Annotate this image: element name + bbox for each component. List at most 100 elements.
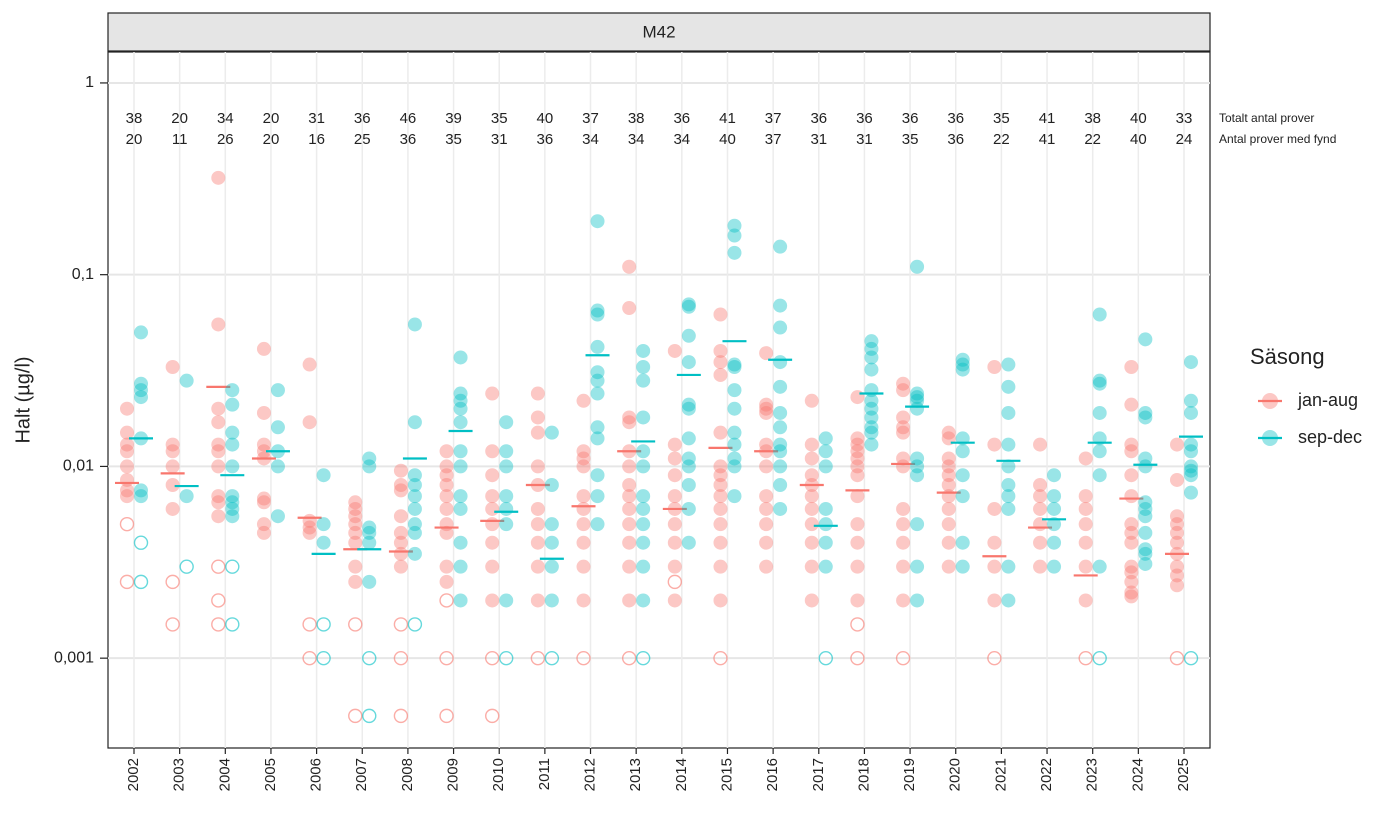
data-point (485, 517, 500, 532)
data-point (667, 451, 682, 466)
count-total: 36 (810, 110, 827, 127)
data-point (485, 535, 500, 550)
data-point (1184, 485, 1198, 500)
data-point (1001, 437, 1016, 452)
nondetect-point (133, 574, 149, 590)
count-found: 24 (1176, 131, 1193, 148)
data-point (120, 425, 134, 440)
nondetect-point (530, 650, 546, 666)
data-point (316, 468, 331, 483)
data-point (393, 546, 408, 561)
data-point (1170, 525, 1184, 540)
data-point (622, 259, 637, 274)
data-point (225, 425, 240, 440)
data-point (941, 501, 956, 516)
data-point (1124, 437, 1139, 452)
data-point (225, 397, 240, 412)
data-point (622, 559, 637, 574)
data-point (590, 365, 605, 380)
data-point (348, 501, 363, 516)
count-found: 41 (1039, 131, 1056, 148)
data-point (622, 459, 637, 474)
nondetect-point (302, 617, 317, 632)
data-point (713, 307, 728, 322)
data-point (987, 593, 1002, 608)
data-point (727, 489, 742, 504)
data-point (179, 489, 194, 504)
count-found: 31 (856, 131, 873, 148)
y-tick-label: 0,1 (72, 266, 94, 283)
count-found: 36 (400, 131, 417, 148)
data-point (134, 383, 148, 398)
data-point (1001, 501, 1016, 516)
nondetect-point (302, 650, 317, 666)
data-point (667, 517, 682, 532)
count-found: 31 (810, 131, 827, 148)
data-point (1001, 593, 1016, 608)
data-point (362, 525, 377, 540)
data-point (316, 517, 331, 532)
y-tick-label: 1 (85, 74, 94, 91)
data-point (864, 334, 879, 349)
data-point (941, 559, 956, 574)
data-point (530, 425, 545, 440)
data-point (773, 320, 788, 335)
data-point (530, 501, 545, 516)
data-point (1092, 405, 1107, 420)
count-found: 37 (765, 131, 782, 148)
nondetect-point (987, 650, 1002, 666)
data-point (955, 535, 970, 550)
count-total: 38 (1084, 110, 1101, 127)
nondetect-point (499, 650, 514, 666)
data-point (910, 401, 925, 416)
data-point (727, 360, 742, 375)
count-total: 38 (126, 110, 143, 127)
data-point (713, 425, 728, 440)
grid (108, 52, 1210, 748)
data-point (622, 489, 637, 504)
data-point (1138, 495, 1153, 510)
data-point (864, 425, 879, 440)
data-point (393, 559, 408, 574)
data-point (636, 343, 651, 358)
data-point (713, 489, 728, 504)
data-point (955, 559, 970, 574)
data-point (1001, 357, 1016, 372)
data-point (1124, 565, 1139, 580)
count-total: 36 (856, 110, 873, 127)
data-point (544, 425, 559, 440)
data-point (439, 574, 454, 589)
data-point (910, 451, 925, 466)
data-point (530, 386, 545, 401)
data-point (1138, 405, 1153, 420)
data-point (759, 401, 774, 416)
x-tick-label: 2018 (855, 758, 872, 791)
data-point (362, 451, 377, 466)
data-point (759, 346, 774, 361)
data-point (256, 405, 271, 420)
data-point (818, 535, 833, 550)
data-point (667, 559, 682, 574)
nondetect-point (362, 708, 377, 724)
data-point (1170, 509, 1184, 524)
data-point (941, 468, 956, 483)
data-point (453, 386, 468, 401)
data-point (1138, 556, 1153, 571)
data-point (544, 478, 559, 493)
data-point (759, 397, 774, 412)
data-point (622, 410, 637, 425)
nondetect-point (362, 650, 377, 666)
data-point (225, 495, 240, 510)
data-point (713, 593, 728, 608)
data-point (1001, 489, 1016, 504)
data-point (1001, 379, 1016, 394)
data-point (667, 343, 682, 358)
count-found: 26 (217, 131, 234, 148)
nondetect-point (407, 617, 423, 632)
data-point (393, 478, 408, 493)
data-point (120, 437, 134, 452)
data-point (818, 431, 833, 446)
data-point (1124, 517, 1139, 532)
data-point (850, 451, 865, 466)
data-point (818, 517, 833, 532)
